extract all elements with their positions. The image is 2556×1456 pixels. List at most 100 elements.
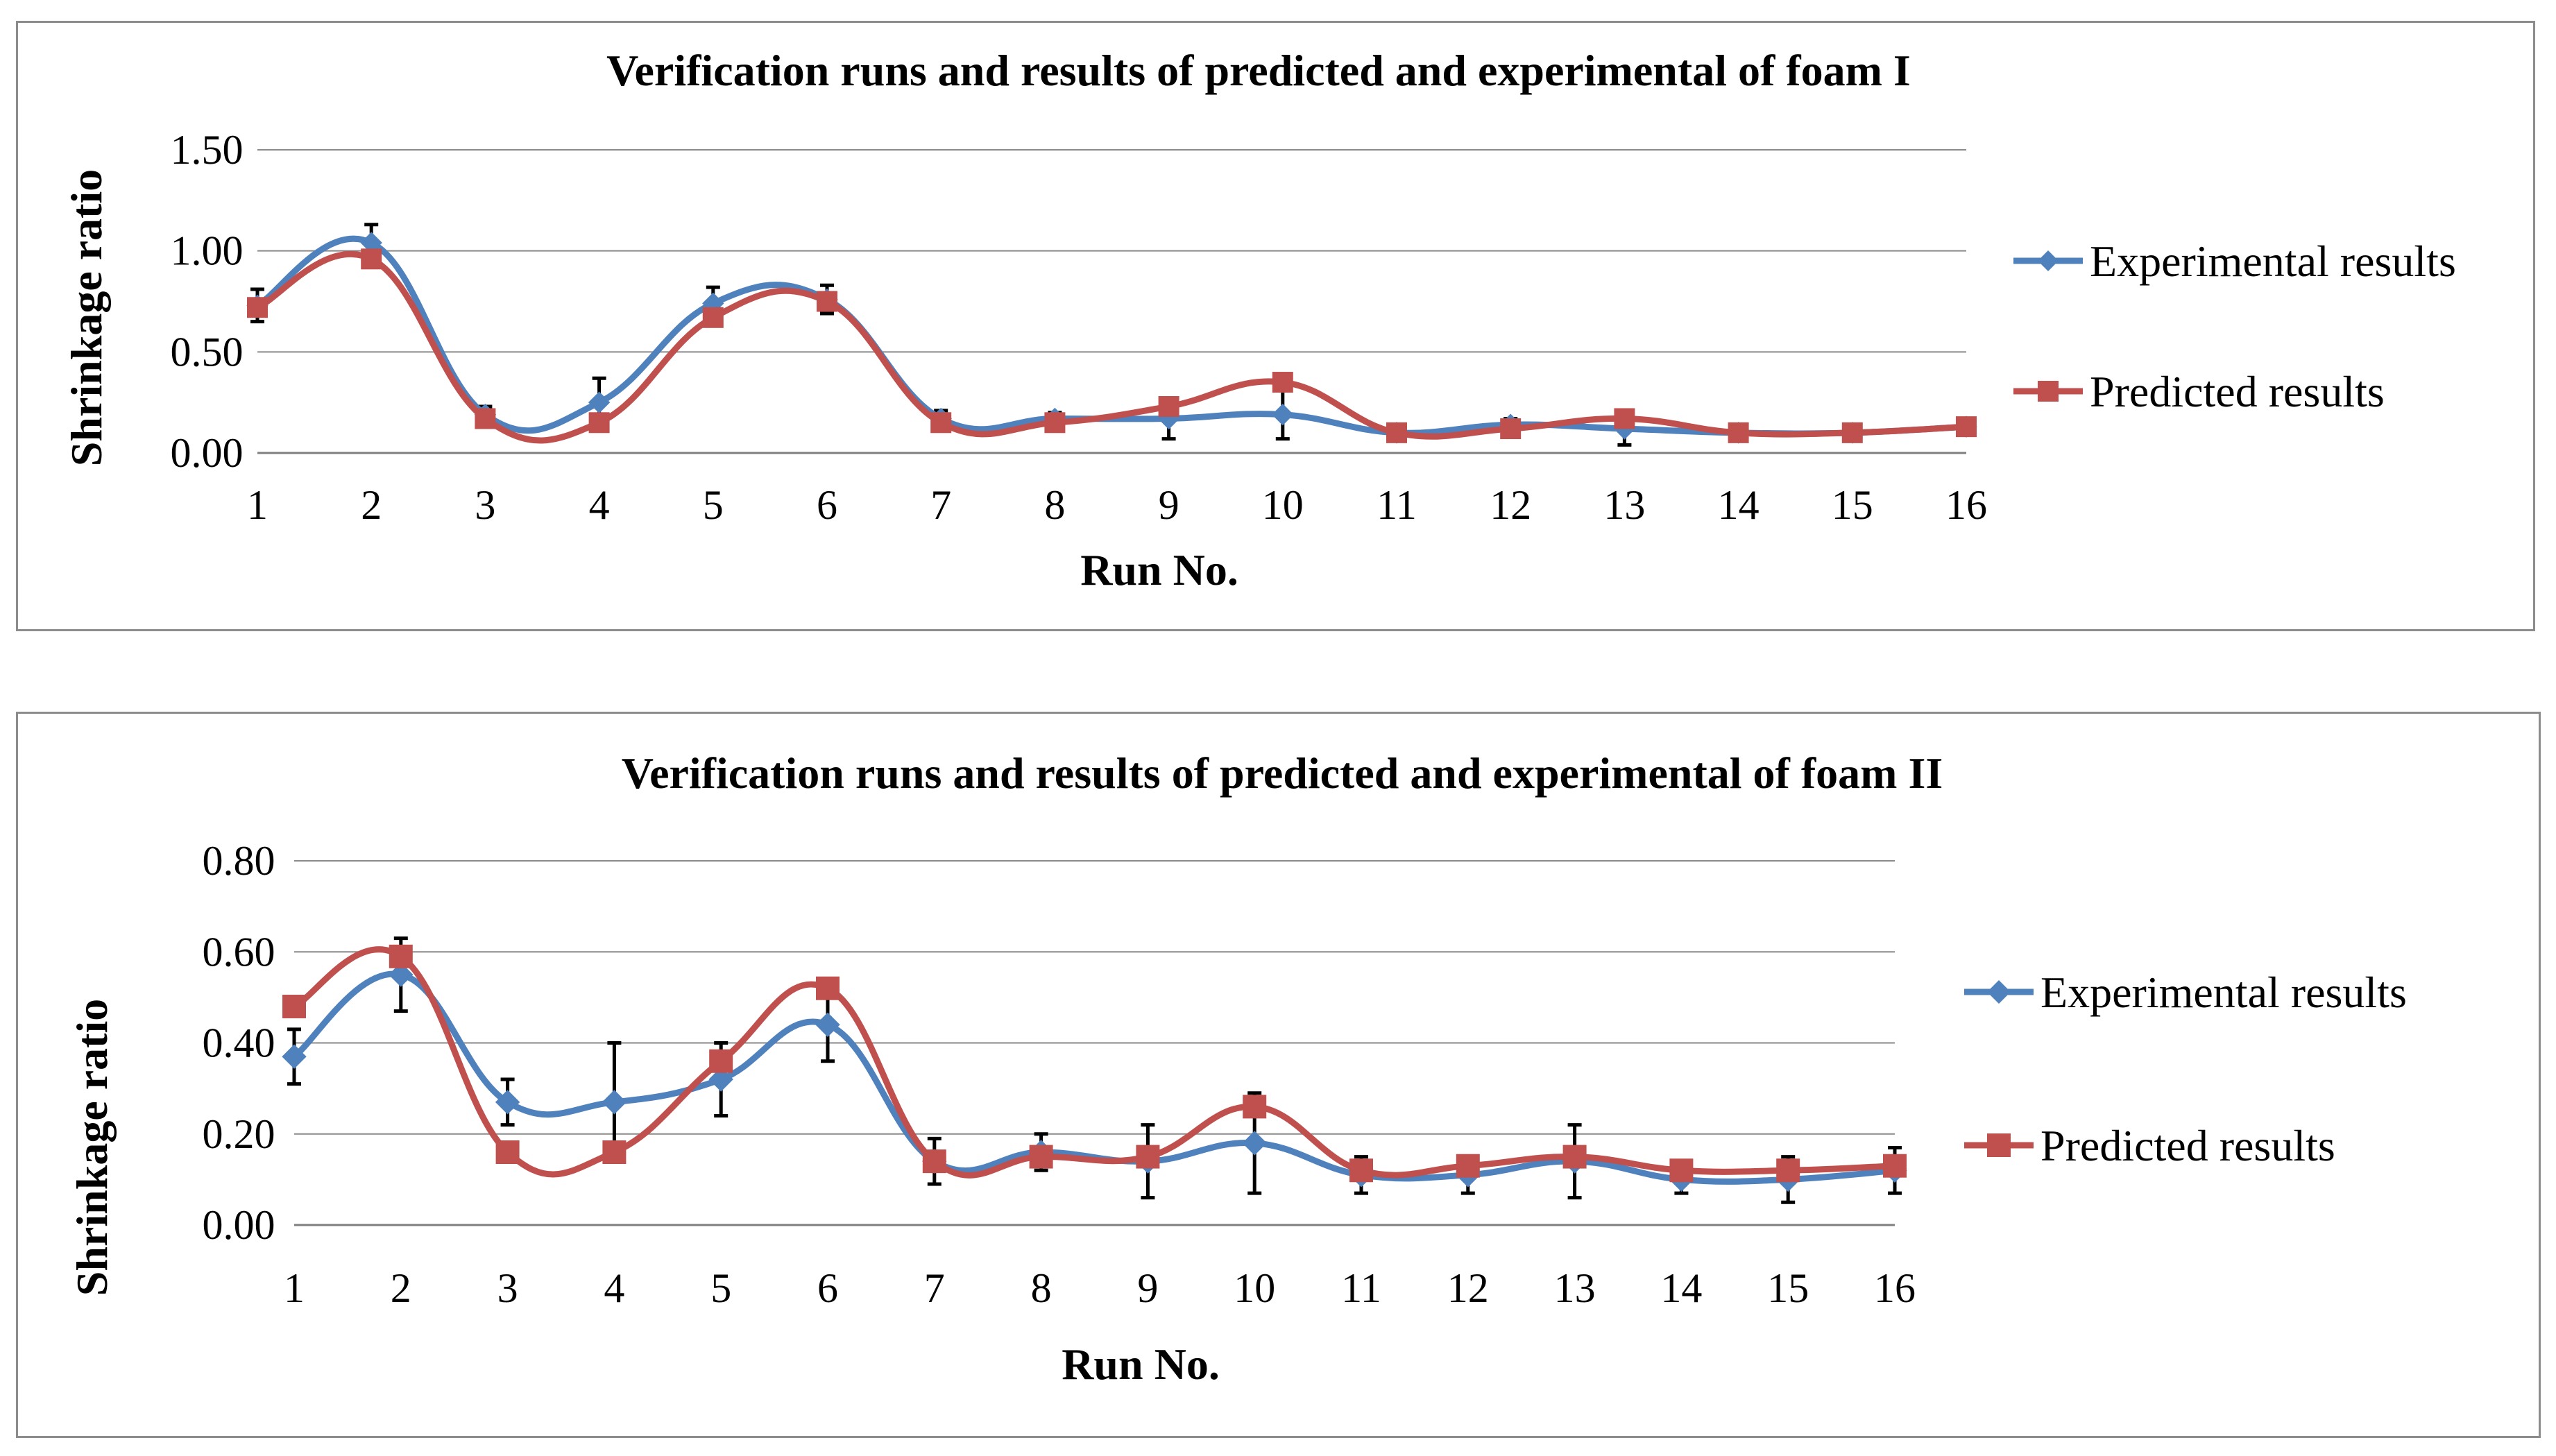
x-tick-label: 13: [1554, 1265, 1596, 1311]
x-tick-label: 6: [817, 1265, 838, 1311]
data-point-predicted: [1728, 422, 1749, 443]
x-tick-label: 7: [930, 482, 951, 528]
y-tick-label: 0.80: [203, 838, 275, 884]
data-point-predicted: [475, 408, 496, 429]
data-point-predicted: [602, 1140, 627, 1164]
data-point-experimental: [602, 1090, 627, 1115]
x-tick-label: 1: [247, 482, 268, 528]
data-point-experimental: [815, 1012, 840, 1037]
x-tick-label: 10: [1262, 482, 1304, 528]
legend-item-predicted: Predicted results: [2013, 367, 2385, 416]
y-tick-label: 0.00: [203, 1202, 275, 1248]
x-tick-label: 15: [1832, 482, 1873, 528]
x-tick-label: 3: [497, 1265, 518, 1311]
x-tick-label: 14: [1660, 1265, 1702, 1311]
data-point-predicted: [1386, 422, 1407, 443]
data-point-predicted: [1500, 418, 1522, 440]
data-point-predicted: [1044, 412, 1066, 434]
data-point-predicted: [1349, 1158, 1373, 1183]
x-tick-label: 5: [703, 482, 724, 528]
y-tick-label: 0.50: [171, 329, 244, 375]
legend-label: Experimental results: [2040, 968, 2407, 1017]
x-tick-label: 15: [1767, 1265, 1809, 1311]
chart-title: Verification runs and results of predict…: [606, 46, 1911, 95]
data-point-predicted: [816, 976, 840, 1000]
series-line-predicted: [291, 946, 1898, 1179]
data-point-experimental: [282, 1044, 307, 1069]
data-point-predicted: [817, 291, 837, 312]
x-tick-label: 12: [1490, 482, 1531, 528]
data-point-predicted: [1841, 422, 1863, 443]
legend-label: Predicted results: [2090, 367, 2385, 416]
data-point-predicted: [1776, 1158, 1800, 1183]
x-tick-label: 7: [924, 1265, 945, 1311]
data-point-predicted: [588, 412, 610, 434]
x-tick-label: 11: [1377, 482, 1417, 528]
x-tick-label: 10: [1234, 1265, 1275, 1311]
x-tick-label: 11: [1341, 1265, 1381, 1311]
x-tick-label: 8: [1031, 1265, 1052, 1311]
data-point-predicted: [389, 944, 413, 968]
legend-marker: [2038, 250, 2059, 271]
x-tick-label: 6: [817, 482, 837, 528]
legend-label: Predicted results: [2040, 1121, 2335, 1170]
x-tick-label: 9: [1159, 482, 1179, 528]
x-tick-label: 2: [361, 482, 382, 528]
data-point-predicted: [1456, 1154, 1480, 1178]
data-point-predicted: [1614, 408, 1635, 429]
data-point-experimental: [389, 962, 414, 987]
x-tick-label: 13: [1603, 482, 1645, 528]
y-tick-label: 0.40: [203, 1020, 275, 1066]
x-tick-label: 1: [284, 1265, 305, 1311]
data-point-predicted: [930, 412, 952, 434]
data-point-predicted: [1272, 372, 1293, 393]
chart-panel-foam-2: Verification runs and results of predict…: [16, 712, 2541, 1438]
chart-foam-1: Verification runs and results of predict…: [62, 46, 2456, 594]
legend-label: Experimental results: [2090, 237, 2456, 286]
y-tick-label: 0.00: [171, 430, 244, 476]
x-tick-label: 3: [475, 482, 495, 528]
y-tick-label: 0.60: [203, 929, 275, 975]
data-point-experimental: [495, 1090, 520, 1115]
data-point-predicted: [247, 297, 268, 318]
y-tick-label: 0.20: [203, 1111, 275, 1157]
x-tick-label: 4: [589, 482, 610, 528]
data-point-predicted: [709, 1049, 733, 1073]
data-point-predicted: [1158, 395, 1179, 417]
x-tick-label: 14: [1718, 482, 1760, 528]
data-point-experimental: [1242, 1131, 1267, 1156]
legend-marker: [2038, 381, 2059, 402]
x-tick-label: 4: [604, 1265, 624, 1311]
data-point-predicted: [361, 248, 382, 270]
data-point-predicted: [1562, 1145, 1587, 1169]
data-point-predicted: [922, 1149, 946, 1174]
series-line-experimental: [254, 235, 1970, 437]
data-point-experimental: [1272, 403, 1294, 426]
legend-item-experimental: Experimental results: [2013, 237, 2456, 286]
y-tick-label: 1.00: [171, 228, 244, 274]
x-tick-label: 16: [1874, 1265, 1916, 1311]
x-tick-label: 2: [391, 1265, 411, 1311]
data-point-predicted: [702, 307, 724, 328]
data-point-experimental: [708, 1067, 733, 1092]
data-point-predicted: [1669, 1158, 1694, 1183]
data-point-predicted: [1136, 1145, 1160, 1169]
y-axis-title: Shrinkage ratio: [67, 999, 117, 1296]
x-axis-title: Run No.: [1062, 1339, 1220, 1389]
chart-panel-foam-1: Verification runs and results of predict…: [16, 21, 2535, 631]
x-tick-label: 9: [1137, 1265, 1158, 1311]
legend-item-experimental: Experimental results: [1964, 968, 2407, 1017]
data-point-predicted: [1243, 1095, 1267, 1119]
data-point-predicted: [282, 995, 306, 1018]
legend-marker: [1987, 1133, 2011, 1157]
x-tick-label: 8: [1044, 482, 1065, 528]
x-axis-title: Run No.: [1080, 545, 1238, 594]
data-point-predicted: [1883, 1154, 1907, 1178]
x-tick-label: 12: [1447, 1265, 1489, 1311]
x-tick-label: 16: [1945, 482, 1987, 528]
data-point-predicted: [1956, 416, 1977, 438]
x-tick-label: 5: [710, 1265, 731, 1311]
chart-title: Verification runs and results of predict…: [622, 748, 1943, 798]
data-point-predicted: [1029, 1145, 1053, 1169]
legend-marker: [1987, 980, 2011, 1004]
